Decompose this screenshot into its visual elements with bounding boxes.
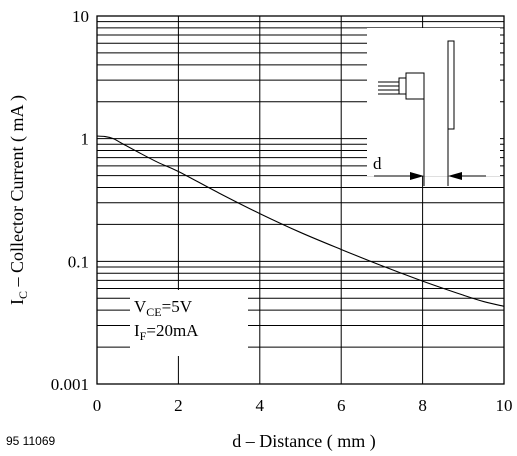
x-tick-label-0: 0 xyxy=(93,396,102,415)
if-condition: IF=20mA xyxy=(134,321,199,343)
distance-arrowhead-left xyxy=(410,172,424,180)
series xyxy=(96,135,505,307)
inset-background xyxy=(367,28,500,176)
vce-condition: VCE=5V xyxy=(134,297,193,319)
sensor-neck xyxy=(398,77,407,95)
series-line-0 xyxy=(96,135,505,307)
inset-distance-label: d xyxy=(373,154,382,173)
x-axis-title: d – Distance ( mm ) xyxy=(232,431,375,452)
y-tick-label-1: 1 xyxy=(81,130,90,149)
y-tick-label-0: 10 xyxy=(72,7,89,26)
distance-arrowhead-right xyxy=(448,172,462,180)
x-tick-label-3: 6 xyxy=(337,396,346,415)
sensor-body xyxy=(405,72,425,100)
x-tick-label-4: 8 xyxy=(418,396,427,415)
y-tick-label-3: 0.001 xyxy=(51,375,89,394)
conditions-background xyxy=(130,290,248,356)
x-tick-label-5: 10 xyxy=(496,396,513,415)
plot-frame xyxy=(96,15,505,385)
conditions-box: VCE=5V IF=20mA xyxy=(130,290,248,356)
y-tick-label-2: 0.1 xyxy=(68,252,89,271)
y-axis-title: IC – Collector Current ( mA ) xyxy=(7,95,30,305)
x-tick-label-1: 2 xyxy=(174,396,183,415)
figure-id: 95 11069 xyxy=(6,434,55,448)
x-tick-label-2: 4 xyxy=(256,396,265,415)
reflector-plate xyxy=(447,40,455,130)
tick-labels: 0 2 4 6 8 10 10 1 0.1 0.001 xyxy=(51,7,513,415)
inset-diagram: d xyxy=(367,28,500,186)
